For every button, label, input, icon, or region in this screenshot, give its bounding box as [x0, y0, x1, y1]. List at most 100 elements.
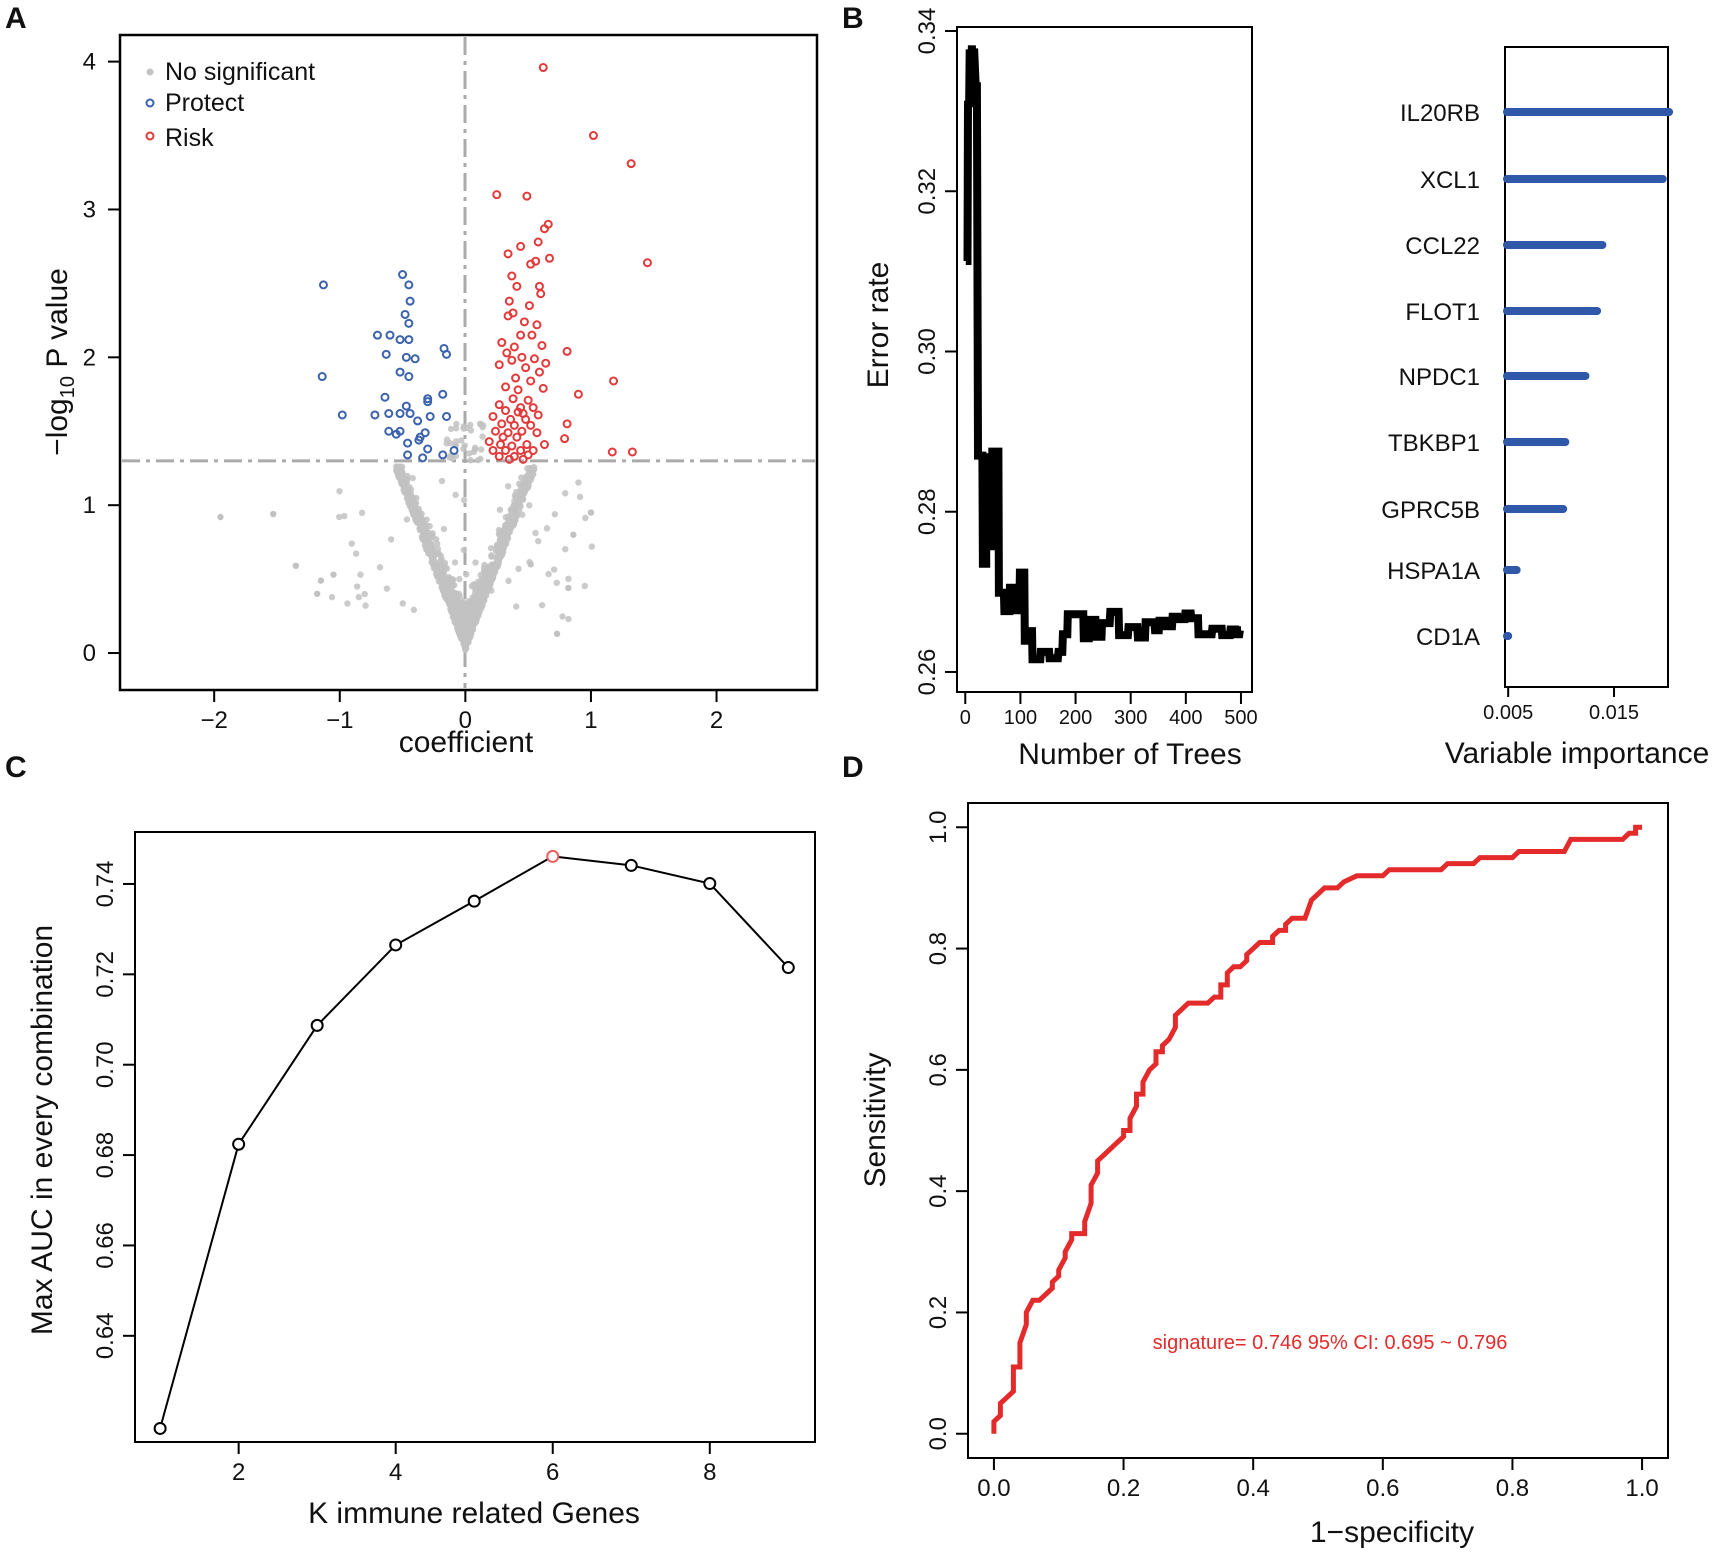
- gray-point: [467, 457, 474, 464]
- risk-point: [588, 131, 598, 141]
- max-auc-point: [467, 894, 481, 908]
- gray-point: [463, 571, 470, 578]
- error-rate-y-ticks: 0.26 0.28 0.30 0.32 0.34: [914, 8, 957, 695]
- risk-point: [511, 373, 521, 383]
- gray-point: [498, 548, 506, 555]
- gray-point: [442, 595, 450, 602]
- gray-point: [492, 563, 500, 571]
- risk-point: [507, 355, 517, 365]
- error-rate-y-label: Error rate: [862, 262, 895, 389]
- gray-point: [507, 525, 514, 533]
- protect-point: [404, 335, 414, 345]
- gray-point: [317, 577, 325, 584]
- error-rate-y-tick-label: 0.30: [914, 328, 941, 375]
- volcano-x-ticks: −2 −1 0 1 2: [201, 690, 723, 734]
- gray-point: [396, 463, 404, 470]
- gray-point: [409, 474, 416, 482]
- risk-point: [534, 367, 544, 377]
- max-auc-point: [389, 938, 403, 952]
- gray-point: [448, 608, 455, 615]
- gray-point: [383, 585, 391, 592]
- roc-y-tick-label: 1.0: [925, 811, 952, 844]
- panel-label-b: B: [842, 2, 864, 35]
- gray-point: [352, 550, 360, 557]
- gray-point: [507, 506, 515, 514]
- volcano-y-tick-label: 1: [83, 492, 96, 519]
- gray-point: [433, 568, 441, 576]
- gray-point: [393, 467, 400, 475]
- protect-point: [449, 445, 459, 455]
- error-rate-y-tick-label: 0.28: [914, 488, 941, 535]
- gray-point: [526, 502, 533, 509]
- risk-point: [521, 414, 531, 424]
- max-auc-y-label: Max AUC in every combination: [26, 925, 59, 1335]
- volcano-x-tick-label: 0: [459, 707, 472, 734]
- error-rate-x-ticks: 0 100 200 300 400 500: [960, 692, 1258, 729]
- risk-point: [532, 428, 542, 438]
- max-auc-line: [159, 855, 790, 1429]
- gray-point: [479, 422, 487, 429]
- max-auc-y-tick-label: 0.68: [92, 1132, 119, 1179]
- max-auc-y-tick-label: 0.66: [92, 1222, 119, 1269]
- risk-point: [507, 441, 517, 451]
- gray-point: [427, 543, 435, 551]
- roc-x-tick-label: 1.0: [1625, 1475, 1658, 1502]
- gray-point: [270, 510, 277, 518]
- risk-point: [504, 454, 514, 464]
- risk-point: [501, 445, 511, 455]
- gray-point: [588, 543, 596, 550]
- gray-point: [463, 618, 471, 625]
- gray-point: [515, 497, 522, 505]
- gray-point: [445, 573, 452, 581]
- gray-point: [417, 513, 424, 520]
- volcano-y-label-suffix: P value: [41, 268, 74, 376]
- error-rate-frame: [956, 26, 1253, 693]
- gray-point: [424, 538, 432, 545]
- gray-point: [479, 433, 486, 440]
- roc-plot: 0.0 0.2 0.4 0.6 0.8 1.0 0.0 0.2 0.4 0.6 0.8 1.0 si…: [859, 802, 1669, 1549]
- gray-point: [501, 522, 509, 529]
- risk-point: [536, 289, 546, 299]
- roc-y-tick-label: 0.0: [925, 1417, 952, 1450]
- gray-point: [561, 490, 569, 497]
- protect-point: [403, 450, 413, 460]
- importance-label-hspa1a: HSPA1A: [1387, 558, 1480, 585]
- gray-point: [355, 593, 363, 601]
- gray-point: [582, 514, 589, 522]
- max-auc-point: [781, 961, 795, 975]
- protect-point: [423, 444, 433, 454]
- volcano-plot: −2 −1 0 1 2 0 1 2 3 4 coefficient −log10 P value…: [41, 33, 819, 759]
- gray-point: [411, 502, 418, 510]
- gray-point: [387, 536, 395, 543]
- gray-point: [481, 584, 488, 591]
- protect-point: [420, 428, 430, 438]
- gray-point: [452, 425, 460, 432]
- roc-x-tick-label: 0.8: [1496, 1475, 1529, 1502]
- risk-point: [497, 338, 507, 348]
- risk-point: [524, 301, 534, 311]
- gray-point: [426, 522, 433, 530]
- protect-point: [318, 280, 328, 290]
- volcano-y-label-sub: 10: [57, 376, 79, 398]
- risk-point: [562, 419, 572, 429]
- gray-point: [465, 450, 473, 457]
- risk-point: [541, 358, 551, 368]
- roc-x-ticks: 0.0 0.2 0.4 0.6 0.8 1.0: [977, 1458, 1659, 1502]
- gray-point: [512, 507, 519, 514]
- roc-y-label: Sensitivity: [859, 1052, 892, 1187]
- gray-point: [429, 559, 436, 567]
- risk-point: [503, 311, 513, 321]
- no-significant-points: [217, 420, 596, 654]
- gray-point: [519, 511, 526, 518]
- gray-point: [510, 519, 517, 526]
- gray-point: [328, 593, 336, 601]
- gray-point: [516, 487, 524, 495]
- gray-point: [405, 498, 412, 506]
- protect-point: [423, 394, 433, 404]
- max-auc-plot: 2 4 6 8 0.64 0.66 0.68 0.70 0.72 0.74 K immune r…: [26, 831, 816, 1530]
- risk-point: [532, 320, 542, 330]
- importance-label-npdc1: NPDC1: [1399, 364, 1480, 391]
- protect-point: [372, 330, 382, 340]
- risk-point: [494, 360, 504, 370]
- error-rate-y-tick-label: 0.32: [914, 168, 941, 215]
